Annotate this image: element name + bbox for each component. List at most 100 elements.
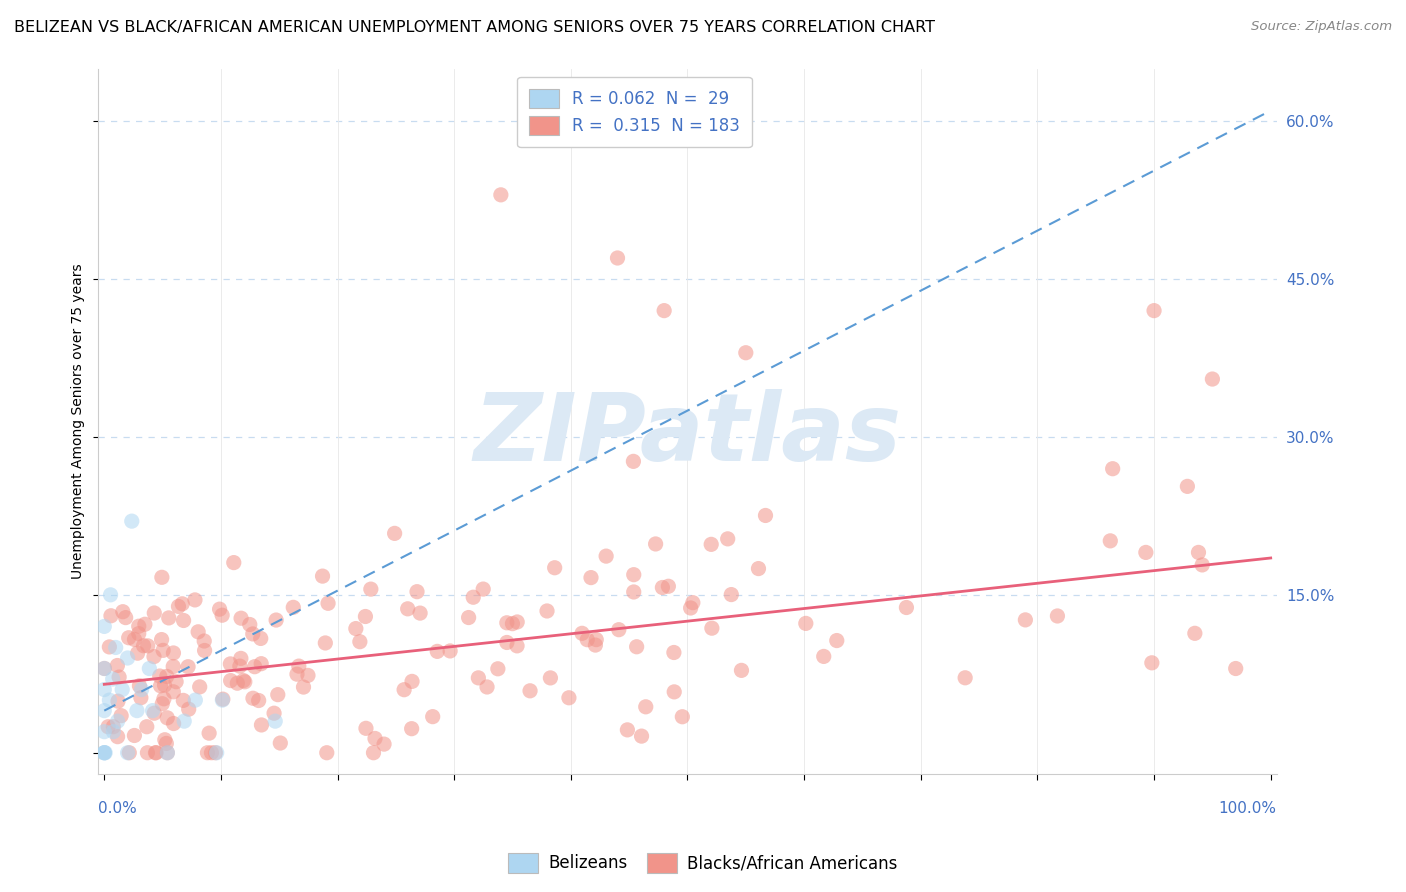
Point: [264, 714, 287, 728]
Point: [1177, 479, 1199, 493]
Point: [103, 724, 125, 739]
Point: [211, 608, 233, 623]
Point: [595, 549, 617, 563]
Point: [825, 633, 848, 648]
Point: [136, 746, 159, 760]
Point: [794, 616, 817, 631]
Point: [472, 582, 495, 596]
Point: [162, 685, 184, 699]
Point: [153, 678, 176, 692]
Point: [506, 639, 529, 653]
Point: [117, 746, 139, 760]
Point: [184, 593, 207, 607]
Point: [288, 659, 311, 673]
Point: [344, 622, 367, 636]
Point: [634, 699, 657, 714]
Text: BELIZEAN VS BLACK/AFRICAN AMERICAN UNEMPLOYMENT AMONG SENIORS OVER 75 YEARS CORR: BELIZEAN VS BLACK/AFRICAN AMERICAN UNEMP…: [14, 20, 935, 35]
Point: [292, 680, 315, 694]
Point: [426, 644, 449, 658]
Point: [700, 621, 723, 635]
Text: ZIPatlas: ZIPatlas: [474, 389, 901, 482]
Point: [172, 597, 194, 611]
Point: [233, 674, 256, 689]
Point: [149, 679, 172, 693]
Point: [107, 714, 129, 728]
Point: [98, 640, 121, 654]
Point: [98, 693, 121, 707]
Point: [152, 643, 174, 657]
Point: [100, 608, 122, 623]
Point: [285, 667, 308, 681]
Point: [145, 746, 167, 760]
Point: [138, 661, 160, 675]
Point: [143, 649, 166, 664]
Point: [239, 617, 262, 632]
Text: 0.0%: 0.0%: [98, 801, 138, 815]
Point: [283, 600, 305, 615]
Point: [205, 746, 228, 760]
Point: [117, 651, 139, 665]
Point: [204, 746, 226, 760]
Point: [747, 561, 769, 575]
Point: [247, 693, 270, 707]
Point: [250, 718, 273, 732]
Point: [136, 639, 159, 653]
Point: [198, 726, 221, 740]
Point: [128, 619, 150, 633]
Point: [173, 614, 195, 628]
Point: [177, 659, 200, 673]
Point: [114, 610, 136, 624]
Point: [644, 537, 666, 551]
Point: [184, 693, 207, 707]
Point: [700, 537, 723, 551]
Legend: Belizeans, Blacks/African Americans: Belizeans, Blacks/African Americans: [502, 847, 904, 880]
Point: [121, 514, 143, 528]
Point: [679, 601, 702, 615]
Point: [1135, 545, 1157, 559]
Point: [269, 736, 291, 750]
Point: [1046, 609, 1069, 624]
Point: [143, 706, 166, 721]
Point: [242, 627, 264, 641]
Point: [519, 683, 541, 698]
Point: [157, 611, 180, 625]
Point: [229, 659, 252, 673]
Point: [630, 729, 652, 743]
Point: [422, 709, 444, 723]
Legend: R = 0.062  N =  29, R =  0.315  N = 183: R = 0.062 N = 29, R = 0.315 N = 183: [517, 77, 752, 147]
Point: [623, 585, 645, 599]
Point: [267, 688, 290, 702]
Point: [107, 730, 129, 744]
Point: [134, 617, 156, 632]
Point: [93, 746, 115, 760]
Point: [467, 671, 489, 685]
Point: [616, 723, 638, 737]
Point: [125, 704, 148, 718]
Point: [401, 722, 423, 736]
Point: [118, 631, 141, 645]
Point: [538, 671, 561, 685]
Point: [495, 615, 517, 630]
Point: [93, 704, 115, 718]
Point: [364, 731, 387, 746]
Point: [194, 643, 217, 657]
Point: [463, 591, 485, 605]
Point: [717, 532, 740, 546]
Point: [409, 606, 432, 620]
Point: [392, 682, 415, 697]
Point: [583, 638, 606, 652]
Point: [662, 646, 685, 660]
Point: [1014, 613, 1036, 627]
Point: [222, 556, 245, 570]
Point: [626, 640, 648, 654]
Point: [177, 702, 200, 716]
Point: [579, 571, 602, 585]
Point: [162, 646, 184, 660]
Point: [211, 693, 233, 707]
Point: [486, 662, 509, 676]
Point: [401, 674, 423, 689]
Point: [143, 606, 166, 620]
Point: [373, 737, 395, 751]
Point: [1143, 303, 1166, 318]
Point: [128, 679, 150, 693]
